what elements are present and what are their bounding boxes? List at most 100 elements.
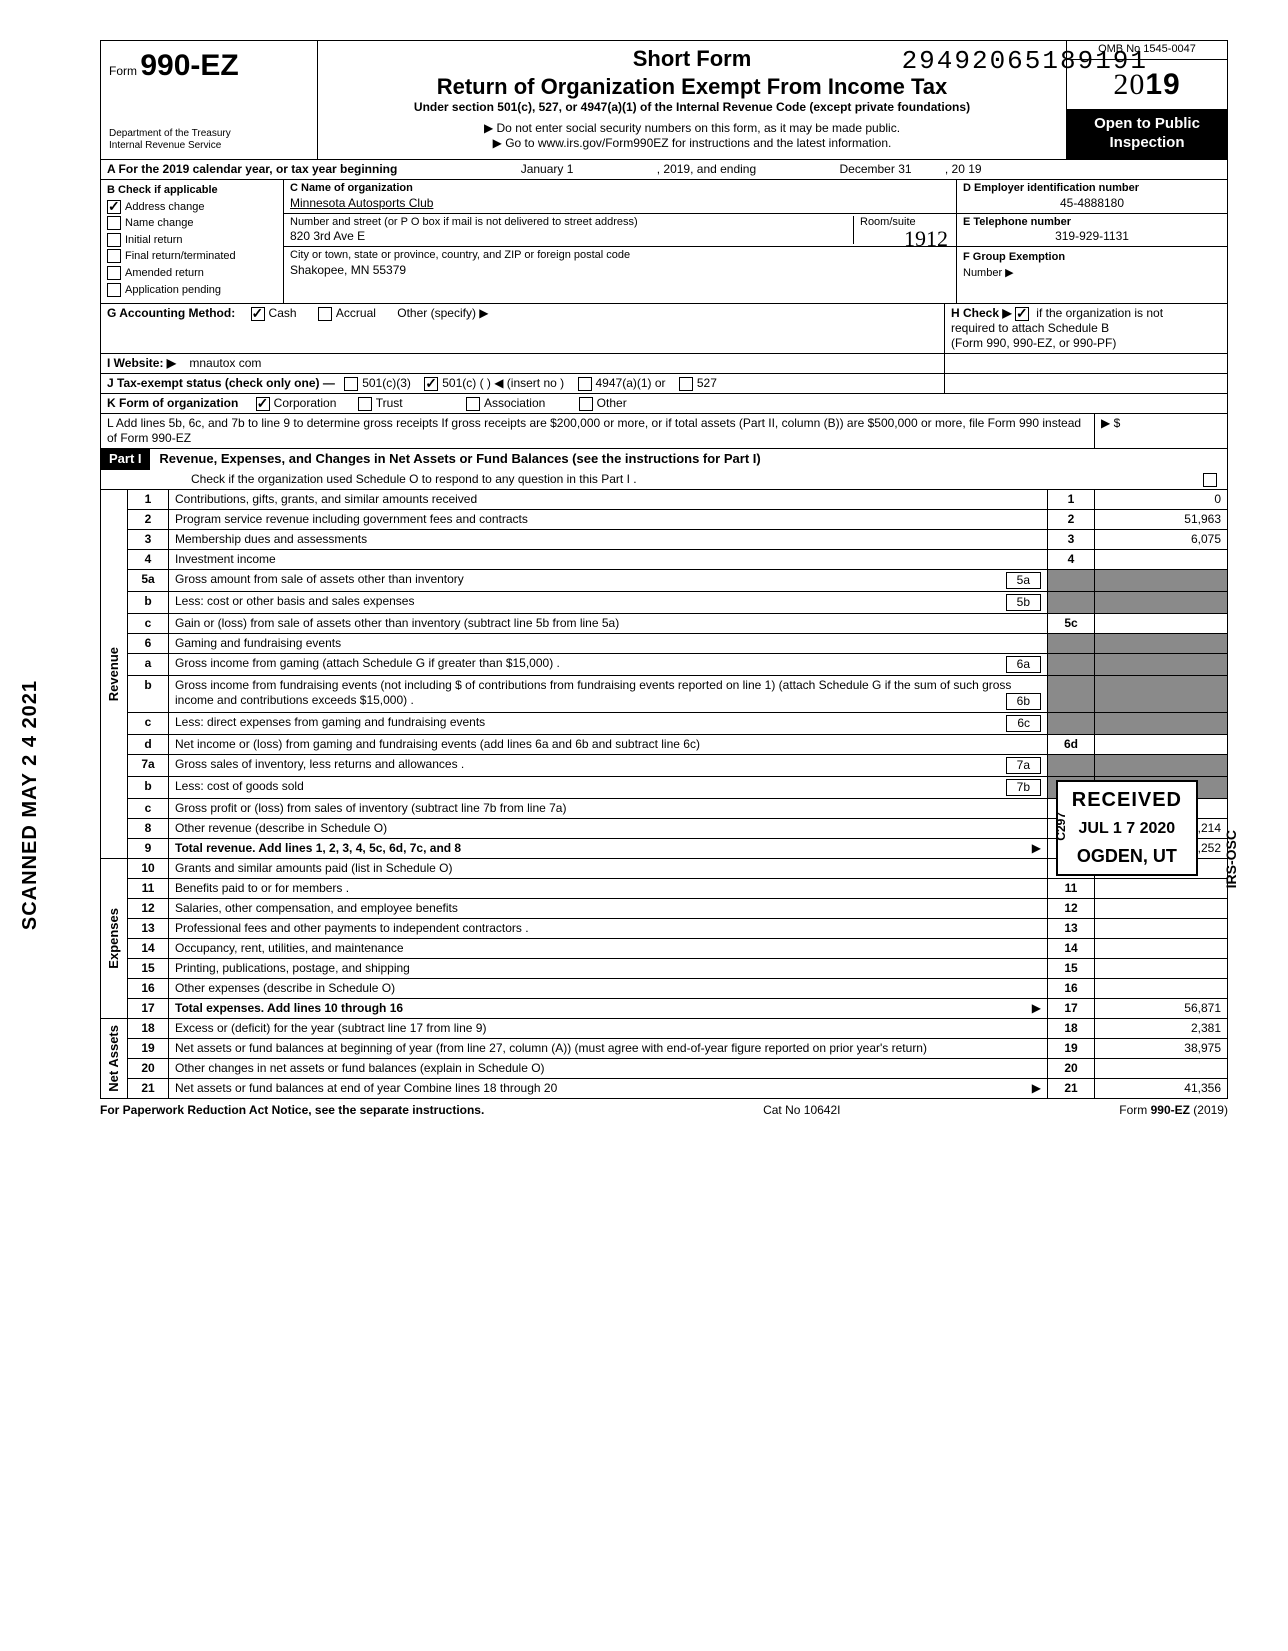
line-14: 14Occupancy, rent, utilities, and mainte… [128,938,1228,958]
stamp-date: JUL 1 7 2020 [1072,819,1182,839]
open-line2: Inspection [1071,134,1223,153]
footer-left: For Paperwork Reduction Act Notice, see … [100,1103,484,1118]
ibox-5a: 5a [1006,572,1041,589]
cb-accrual[interactable] [318,307,332,321]
k-assoc: Association [484,396,545,410]
i-label: I Website: ▶ [107,356,176,370]
form-label: Form [109,64,137,78]
line-6d: dNet income or (loss) from gaming and fu… [128,734,1228,754]
g-other: Other (specify) ▶ [397,306,488,320]
j-4947: 4947(a)(1) or [596,376,666,390]
section-b: B Check if applicable Address change Nam… [101,180,284,304]
h-label: H Check ▶ [951,306,1012,320]
h-t2: required to attach Schedule B [951,321,1109,335]
line-12: 12Salaries, other compensation, and empl… [128,898,1228,918]
j-527: 527 [697,376,717,390]
cb-final-return[interactable] [107,249,121,263]
cb-cash[interactable] [251,307,265,321]
line-15: 15Printing, publications, postage, and s… [128,958,1228,978]
section-c: C Name of organization Minnesota Autospo… [284,180,956,304]
stamp-received: RECEIVED [1072,788,1182,813]
cb-other[interactable] [579,397,593,411]
k-label: K Form of organization [107,396,238,410]
line-3: 3Membership dues and assessments36,075 [128,529,1228,549]
cb-part1-scho[interactable] [1203,473,1217,487]
opt-address-change: Address change [125,200,205,212]
opt-app-pending: Application pending [125,284,221,296]
stamp-location: OGDEN, UT [1072,845,1182,868]
ein: 45-4888180 [963,196,1221,211]
line-17: 17Total expenses. Add lines 10 through 1… [128,998,1228,1018]
line-2: 2Program service revenue including gover… [128,509,1228,529]
e-label: E Telephone number [963,216,1221,230]
dln-number: 29492065189191 [902,45,1148,78]
note-ssn: ▶ Do not enter social security numbers o… [324,121,1060,136]
part1-header: Part I Revenue, Expenses, and Changes in… [100,449,1228,489]
irs-osc-label: IRS-OSC [1223,830,1241,888]
k-trust: Trust [376,396,403,410]
opt-initial-return: Initial return [125,234,182,246]
line-21: 21Net assets or fund balances at end of … [128,1078,1228,1098]
section-def: D Employer identification number 45-4888… [956,180,1227,304]
cb-address-change[interactable] [107,200,121,214]
g-label: G Accounting Method: [107,306,235,320]
line-a-y2: , 20 19 [945,162,982,176]
org-address: 820 3rd Ave E [290,229,853,244]
netassets-table: 18Excess or (deficit) for the year (subt… [127,1019,1228,1099]
line-19: 19Net assets or fund balances at beginni… [128,1038,1228,1058]
line-a-end: December 31 [840,162,912,176]
part1-title: Revenue, Expenses, and Changes in Net As… [153,449,766,468]
cb-trust[interactable] [358,397,372,411]
cb-h[interactable] [1015,307,1029,321]
footer-right: Form 990-EZ (2019) [1119,1103,1228,1118]
line-a-begin: January 1 [521,162,574,176]
city-label: City or town, state or province, country… [290,249,950,263]
org-name: Minnesota Autosports Club [290,196,950,211]
cb-corp[interactable] [256,397,270,411]
opt-final-return: Final return/terminated [125,250,236,262]
ibox-6c: 6c [1006,715,1041,732]
expenses-table: 10Grants and similar amounts paid (list … [127,859,1228,1019]
cb-initial-return[interactable] [107,233,121,247]
subtitle: Under section 501(c), 527, or 4947(a)(1)… [324,100,1060,115]
cb-amended[interactable] [107,266,121,280]
j-row: J Tax-exempt status (check only one) — 5… [100,374,1228,394]
line-7a: 7aGross sales of inventory, less returns… [128,754,1228,776]
k-corp: Corporation [274,396,337,410]
cb-name-change[interactable] [107,216,121,230]
cb-501c[interactable] [424,377,438,391]
f-label: F Group Exemption [963,251,1065,263]
line-6a: aGross income from gaming (attach Schedu… [128,653,1228,675]
j-501c3: 501(c)(3) [362,376,411,390]
scanned-stamp: SCANNED MAY 2 4 2021 [18,680,43,930]
line-5a: 5aGross amount from sale of assets other… [128,569,1228,591]
cb-4947[interactable] [578,377,592,391]
line-11: 11Benefits paid to or for members .11 [128,878,1228,898]
part1-label: Part I [101,449,150,469]
open-line1: Open to Public [1071,115,1223,134]
ibox-5b: 5b [1006,594,1041,611]
dept-treasury: Department of the Treasury [109,128,309,141]
d-label: D Employer identification number [963,182,1221,196]
part1-check-text: Check if the organization used Schedule … [191,472,637,486]
cb-app-pending[interactable] [107,283,121,297]
h-t1: if the organization is not [1036,306,1163,320]
note-url: ▶ Go to www.irs.gov/Form990EZ for instru… [324,136,1060,151]
dept-irs: Internal Revenue Service [109,140,309,153]
addr-label: Number and street (or P O box if mail is… [290,216,853,230]
line-6: 6Gaming and fundraising events [128,633,1228,653]
handwritten-year: 1912 [904,225,948,253]
org-city: Shakopee, MN 55379 [290,263,950,278]
ibox-7a: 7a [1006,757,1041,774]
line-5c: cGain or (loss) from sale of assets othe… [128,613,1228,633]
ibox-6b: 6b [1006,693,1041,710]
phone: 319-929-1131 [963,229,1221,244]
cb-501c3[interactable] [344,377,358,391]
netassets-label: Net Assets [100,1019,127,1099]
b-label: B Check if applicable [107,184,277,198]
line-16: 16Other expenses (describe in Schedule O… [128,978,1228,998]
cb-assoc[interactable] [466,397,480,411]
j-label: J Tax-exempt status (check only one) — [107,376,335,390]
cb-527[interactable] [679,377,693,391]
ibox-6a: 6a [1006,656,1041,673]
